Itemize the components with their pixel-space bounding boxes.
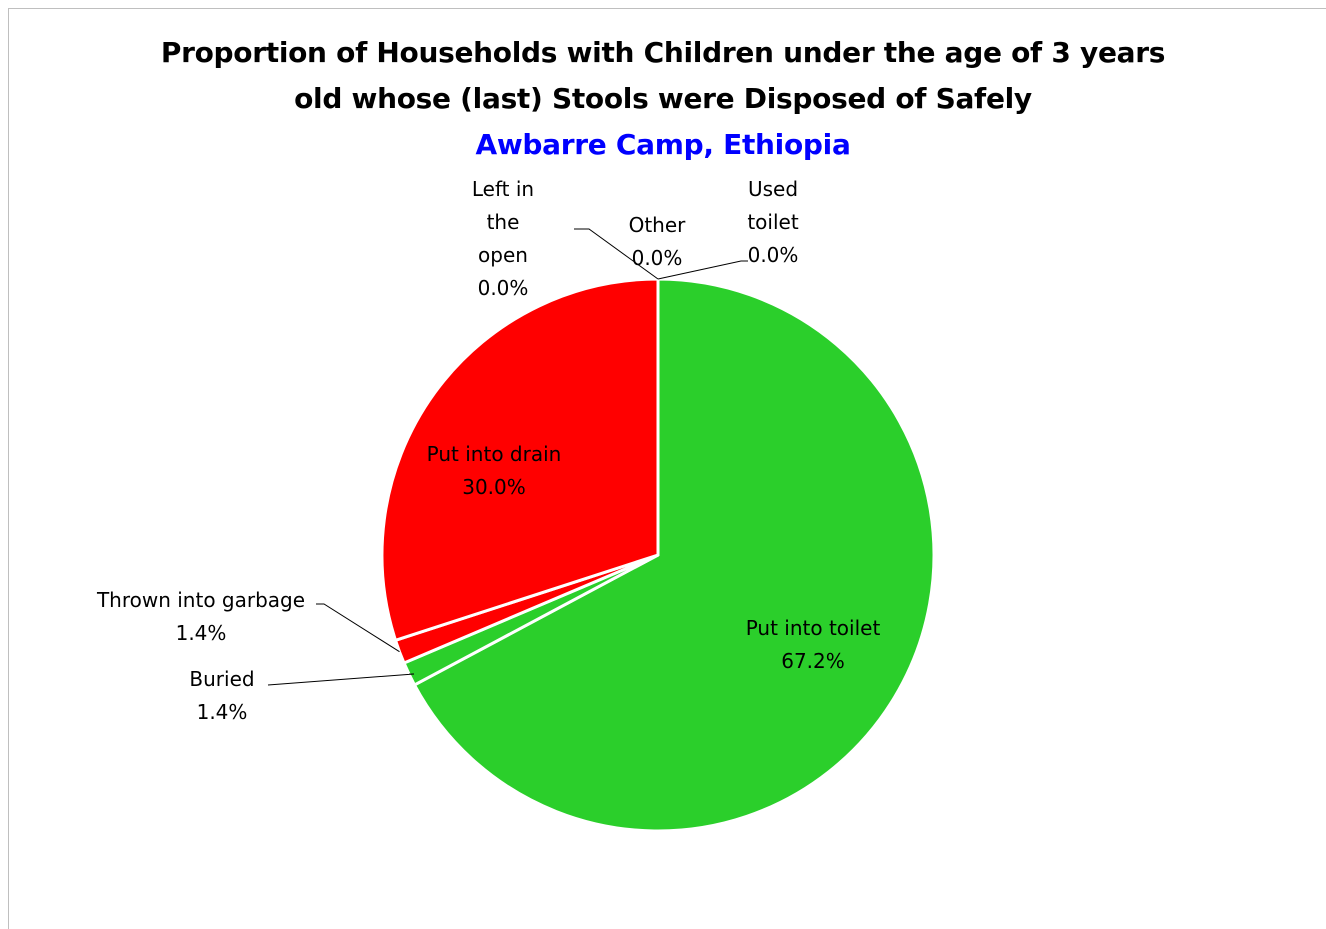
slice-value-label: 67.2% [781,649,845,673]
slice-category-label: open [478,243,528,267]
slice-value-label: 0.0% [478,276,529,300]
chart-title-line-1: Proportion of Households with Children u… [160,36,1166,69]
slice-value-label: 1.4% [197,700,248,724]
slice-value-label: 30.0% [462,475,526,499]
chart-title-line-2: old whose (last) Stools were Disposed of… [294,82,1032,115]
pie-slice-put-into-toilet [412,277,936,833]
slice-label-thrown-into-garbage: Thrown into garbage 1.4% [96,588,305,645]
slice-category-label: Put into toilet [746,616,881,640]
slice-label-put-into-toilet: Put into toilet 67.2% [746,616,881,673]
slice-label-left-in-the-open: Left in the open 0.0% [472,177,534,300]
slice-value-label: 0.0% [748,243,799,267]
slice-category-label: Thrown into garbage [96,588,305,612]
slice-category-label: Used [748,177,798,201]
slice-category-label: Other [629,213,687,237]
slice-category-label: the [487,210,520,234]
slice-value-label: 0.0% [632,246,683,270]
leader-line-used-toilet [657,260,748,280]
pie-slice-put-into-drain [380,277,660,642]
slice-value-label: 1.4% [176,621,227,645]
leader-line-thrown-into-garbage [316,603,400,653]
slice-label-buried: Buried 1.4% [189,667,254,724]
chart-title-block: Proportion of Households with Children u… [0,30,1326,168]
slice-category-label: Buried [189,667,254,691]
pie-slices [380,277,936,833]
slice-category-label: Left in [472,177,534,201]
slice-label-other: Other 0.0% [629,213,687,270]
slice-labels: Put into toilet 67.2%Buried 1.4%Thrown int… [96,177,881,724]
slice-category-label: Put into drain [427,442,562,466]
slice-label-put-into-drain: Put into drain 30.0% [427,442,562,499]
chart-subtitle: Awbarre Camp, Ethiopia [475,128,851,161]
leader-lines [267,228,748,686]
leader-line-buried [267,673,415,686]
leader-line-left-in-the-open [574,228,659,280]
slice-category-label: toilet [747,210,798,234]
slice-label-used-toilet: Used toilet 0.0% [747,177,798,267]
